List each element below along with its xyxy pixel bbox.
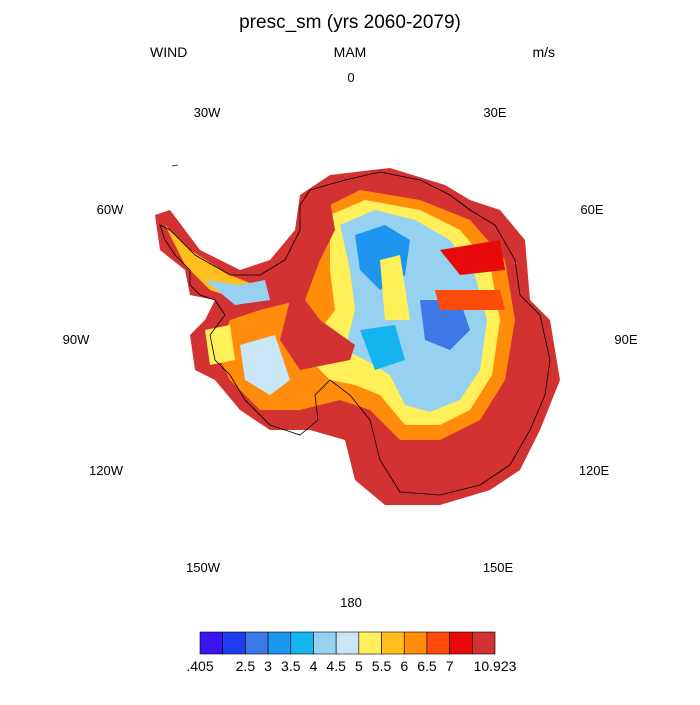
colorbar-box xyxy=(358,631,382,655)
colorbar-box xyxy=(267,631,292,655)
colorbar-label: 6.5 xyxy=(417,658,437,674)
wind-field xyxy=(155,164,560,505)
field-ridge xyxy=(280,200,355,370)
lon-label: 90E xyxy=(614,332,637,347)
colorbar-label: 6 xyxy=(400,658,408,674)
colorbar-label: 2.5 xyxy=(236,658,256,674)
colorbar-label: 10.923 xyxy=(474,658,517,674)
center-string: MAM xyxy=(334,44,367,60)
colorbar-box xyxy=(381,631,405,655)
colorbar-box xyxy=(313,631,337,655)
colorbar-label: 7 xyxy=(446,658,454,674)
right-string: m/s xyxy=(532,44,555,60)
lon-label: 90W xyxy=(63,332,90,347)
colorbar-box xyxy=(426,631,450,655)
field-yellow xyxy=(380,255,410,320)
coastline xyxy=(159,171,551,496)
lon-label: 30W xyxy=(194,105,221,120)
colorbar-label: 4.5 xyxy=(326,658,346,674)
left-string: WIND xyxy=(150,44,187,60)
colorbar-box xyxy=(472,631,496,655)
field-ridge xyxy=(440,240,505,275)
colorbar-label: .405 xyxy=(186,658,213,674)
title: presc_sm (yrs 2060-2079) xyxy=(239,12,461,33)
field-ridge xyxy=(435,290,505,310)
field-blue xyxy=(360,325,405,370)
colorbar-box xyxy=(245,631,269,655)
colorbar-label: 3 xyxy=(264,658,272,674)
field-blue xyxy=(420,300,470,350)
colorbar: .405 2.5 3 3.5 4 4.5 5 5.5 6 6.5 7 10.923 xyxy=(186,631,517,674)
colorbar-box xyxy=(449,631,473,655)
colorbar-box xyxy=(403,631,428,655)
colorbar-label: 5 xyxy=(355,658,363,674)
field-peninsula xyxy=(165,225,255,300)
field-peninsula xyxy=(205,280,270,305)
lon-label: 150E xyxy=(483,560,514,575)
colorbar-box xyxy=(222,631,246,655)
lon-label: 30E xyxy=(483,105,506,120)
coastline xyxy=(171,164,179,167)
colorbar-box xyxy=(290,631,314,655)
field-west xyxy=(205,325,235,365)
colorbar-box xyxy=(199,631,223,655)
lon-label: 180 xyxy=(340,595,362,610)
lon-label: 150W xyxy=(186,560,221,575)
lon-label: 120E xyxy=(579,463,610,478)
lon-label: 60E xyxy=(580,202,603,217)
lon-label: 0 xyxy=(347,70,354,85)
lon-label: 60W xyxy=(97,202,124,217)
colorbar-box xyxy=(335,631,360,655)
colorbar-label: 4 xyxy=(310,658,318,674)
lon-label: 120W xyxy=(89,463,124,478)
field-west xyxy=(240,335,290,395)
longitude-labels: 0 30E 60E 90E 120E 150E 180 150W 120W 90… xyxy=(63,70,638,610)
colorbar-label: 3.5 xyxy=(281,658,301,674)
colorbar-label: 5.5 xyxy=(372,658,392,674)
